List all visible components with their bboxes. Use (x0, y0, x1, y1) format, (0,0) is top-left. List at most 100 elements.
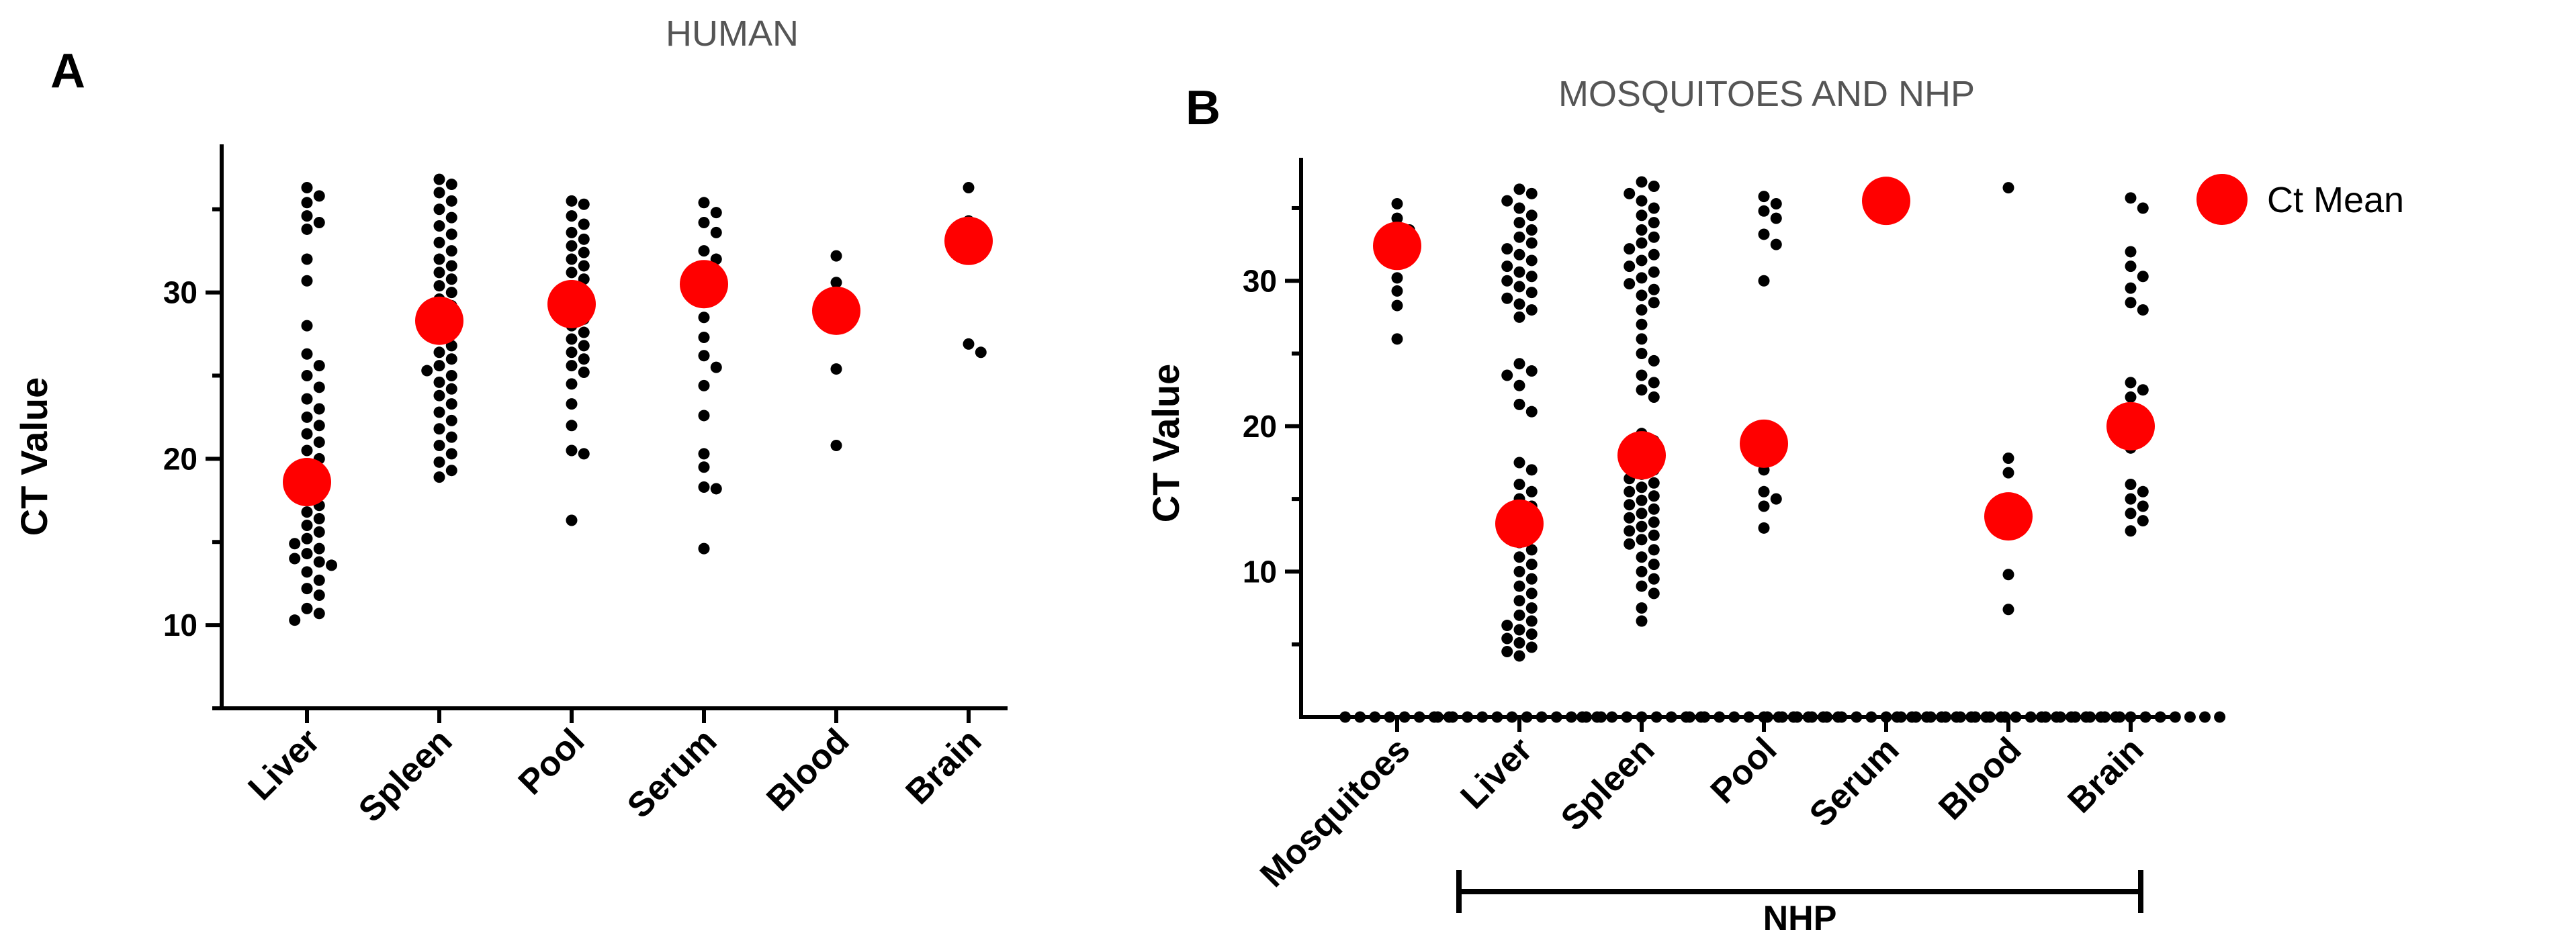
category-label-liver: Liver (241, 721, 328, 808)
data-point-spleen (445, 179, 457, 191)
data-point-liver (289, 553, 301, 565)
data-point-spleen (1636, 289, 1648, 301)
data-point-liver (313, 360, 325, 372)
panel-b-title: MOSQUITOES AND NHP (1558, 74, 1975, 114)
data-point-spleen (433, 220, 445, 232)
data-point-blood (2002, 452, 2014, 464)
data-point-blood (1995, 711, 2007, 723)
data-point-pool (1770, 212, 1782, 224)
data-point-blood (2010, 711, 2022, 723)
data-point-serum (698, 197, 710, 209)
data-point-spleen (1636, 711, 1648, 723)
data-point-liver (1525, 304, 1538, 316)
data-point-pool (566, 226, 578, 238)
data-point-spleen (433, 406, 445, 418)
y-tick-label: 20 (163, 441, 197, 476)
data-point-liver (1525, 254, 1538, 267)
data-point-liver (1525, 628, 1538, 641)
data-point-blood (1906, 711, 1918, 723)
data-point-brain (2125, 508, 2137, 520)
data-point-liver (1525, 544, 1538, 556)
data-point-brain (2214, 711, 2226, 723)
data-point-pool (566, 444, 578, 457)
data-point-liver (301, 393, 313, 405)
data-point-blood (1920, 711, 1933, 723)
panel-b-chart: B MOSQUITOES AND NHP CT Value 10 20 30 Mosq… (1145, 74, 2226, 938)
data-point-liver (313, 542, 325, 555)
ct-mean-marker-pool (1740, 419, 1788, 468)
panel-a-y-axis-title: CT Value (13, 377, 55, 536)
data-point-liver (301, 548, 313, 560)
ct-mean-marker-liver (283, 458, 331, 507)
data-point-spleen (445, 260, 457, 272)
data-point-spleen (1648, 266, 1660, 278)
data-point-liver (289, 614, 301, 626)
data-point-pool (1758, 191, 1770, 203)
data-point-spleen (445, 195, 457, 207)
data-point-liver (1525, 209, 1538, 222)
ct-mean-marker-blood (812, 286, 860, 335)
data-point-spleen (1636, 534, 1648, 546)
data-point-liver (1513, 183, 1525, 195)
ct-mean-marker-brain (944, 216, 993, 265)
data-point-brain (2125, 297, 2137, 309)
y-tick-label: 10 (163, 608, 197, 643)
data-point-spleen (433, 360, 445, 372)
data-point-spleen (445, 353, 457, 365)
data-point-blood (2002, 182, 2014, 194)
data-point-brain (2199, 711, 2211, 723)
data-point-spleen (433, 280, 445, 292)
data-point-spleen (1648, 180, 1660, 192)
data-point-liver (1513, 457, 1525, 469)
data-point-brain (2137, 304, 2149, 316)
data-point-liver (1506, 711, 1518, 723)
data-point-spleen (1636, 254, 1648, 267)
data-point-spleen (1636, 333, 1648, 345)
data-point-spleen (1591, 711, 1603, 723)
data-point-pool (566, 195, 578, 207)
data-point-liver (313, 217, 325, 229)
data-point-liver (1431, 711, 1444, 723)
data-point-brain (2125, 260, 2137, 273)
category-label-brain: Brain (2060, 730, 2151, 820)
panel-a-chart: A HUMAN CT Value 10 20 30 Liver Spleen Pool Se… (13, 13, 1008, 830)
data-point-serum (710, 361, 722, 373)
data-point-blood (2002, 467, 2014, 479)
data-point-liver (1501, 646, 1513, 658)
data-point-liver (1513, 595, 1525, 607)
data-point-pool (566, 333, 578, 345)
data-point-liver (1513, 202, 1525, 214)
legend: Ct Mean (2196, 174, 2404, 225)
data-point-pool (1758, 228, 1770, 240)
data-point-mosquitoes (1354, 711, 1366, 723)
data-point-spleen (445, 211, 457, 224)
data-point-liver (301, 182, 313, 194)
data-point-serum (1806, 711, 1818, 723)
data-point-blood (2002, 604, 2014, 616)
data-point-spleen (1648, 477, 1660, 489)
data-point-spleen (445, 228, 457, 240)
data-point-liver (1513, 609, 1525, 621)
data-point-pool (566, 420, 578, 432)
data-point-spleen (433, 187, 445, 199)
data-point-brain (2137, 515, 2149, 527)
data-point-pool (566, 267, 578, 279)
data-point-brain (2051, 711, 2062, 723)
ct-mean-marker-serum (1862, 177, 1910, 226)
data-point-liver (1513, 248, 1525, 260)
data-point-brain (2137, 485, 2149, 497)
data-point-liver (1525, 559, 1538, 571)
data-point-brain (2154, 711, 2166, 723)
ct-mean-marker-mosquitoes (1373, 222, 1421, 271)
data-point-liver (301, 197, 313, 209)
data-point-brain (2125, 493, 2137, 505)
data-point-liver (1525, 187, 1538, 199)
ct-mean-marker-blood (1984, 492, 2033, 541)
data-point-pool (578, 367, 590, 379)
data-point-liver (1525, 587, 1538, 600)
data-point-spleen (1648, 202, 1660, 214)
data-point-spleen (1648, 490, 1660, 502)
data-point-spleen (433, 456, 445, 468)
data-point-brain (2095, 711, 2107, 723)
data-point-blood (2002, 569, 2014, 581)
